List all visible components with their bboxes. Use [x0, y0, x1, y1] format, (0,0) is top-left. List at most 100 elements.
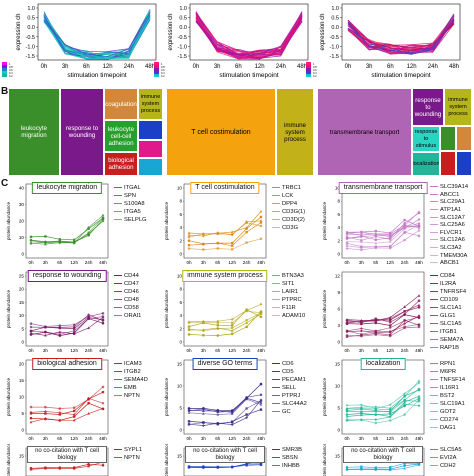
expression-line — [43, 13, 151, 60]
legend-entry: CD109 — [430, 296, 466, 304]
colorbar: 10.80.60.40.2 — [306, 62, 317, 78]
legend-label: PTPRC — [282, 297, 302, 303]
treemap-1: leukocyte migration response to wounding… — [8, 88, 163, 176]
colorbar-label: 0.4 — [313, 71, 317, 75]
expression-line — [43, 9, 151, 57]
series-line — [346, 222, 420, 236]
legend-marker-icon — [272, 274, 280, 276]
legend-entry: CD3G — [272, 224, 305, 232]
legend-marker-icon — [430, 464, 438, 466]
y-axis-label: protein abundance — [164, 290, 169, 329]
legend-label: PTPRJ — [282, 393, 301, 399]
x-tick-label: 6h — [57, 348, 63, 353]
series-line — [188, 400, 262, 425]
expression-line — [43, 13, 151, 60]
series-line — [346, 230, 420, 251]
legend-entry: SLC25A6 — [430, 222, 468, 230]
y-tick-label: 12 — [335, 274, 341, 279]
y-tick-label: 10 — [19, 235, 25, 240]
y-tick-label: 15 — [19, 454, 25, 459]
x-tick-label: 6h — [235, 64, 242, 70]
treemap-cell: transmembrane transport — [317, 88, 412, 176]
y-tick-label: 15 — [19, 300, 25, 305]
y-axis-label: protein abundance — [322, 444, 327, 476]
y-tick-label: 0.5 — [179, 16, 187, 22]
x-tick-label: 6h — [215, 436, 221, 441]
y-tick-label: 15 — [335, 362, 341, 367]
y-tick-label: 10 — [19, 395, 25, 400]
x-tick-label: 3h — [359, 348, 365, 353]
y-tick-label: 1.0 — [179, 6, 187, 12]
colorbar-label: 0.4 — [161, 71, 165, 75]
y-tick-label: 40 — [19, 186, 25, 191]
legend-marker-icon — [272, 402, 280, 404]
y-tick-label: 3 — [337, 323, 340, 328]
legend-marker-icon — [114, 202, 122, 204]
series-line — [346, 399, 420, 424]
legend-marker-icon — [430, 362, 438, 364]
series-line — [188, 216, 262, 245]
series-line — [188, 238, 262, 250]
x-tick-label: 12h — [386, 260, 394, 265]
x-tick-label: 48h — [415, 260, 423, 265]
x-tick-label: 48h — [99, 348, 107, 353]
series-line — [30, 461, 104, 470]
y-axis-label: protein abundance — [322, 378, 327, 417]
legend-marker-icon — [430, 386, 438, 388]
x-tick-label: 12h — [70, 260, 78, 265]
series-line — [346, 314, 420, 326]
legend-marker-icon — [272, 194, 280, 196]
y-tick-label: 4 — [179, 225, 182, 230]
series-line — [346, 319, 420, 338]
legend-marker-icon — [114, 194, 122, 196]
colorbar-label: 0.2 — [9, 74, 13, 78]
y-axis-label: protein abundance — [322, 290, 327, 329]
legend-label: DPP4 — [282, 201, 298, 207]
legend-entry: GC — [272, 408, 307, 416]
legend-entry: IL2RA — [430, 280, 466, 288]
x-tick-label: 3h — [359, 436, 365, 441]
legend-marker-icon — [430, 274, 438, 276]
colorbar-label: 0.4 — [9, 71, 13, 75]
colorbar-label: 0.6 — [9, 68, 13, 72]
legend-marker-icon — [272, 202, 280, 204]
x-tick-label: 48h — [99, 436, 107, 441]
x-tick-label: 48h — [99, 260, 107, 265]
x-tick-label: 6h — [215, 348, 221, 353]
y-tick-label: 6 — [179, 300, 182, 305]
protein-panel-title: no co-citation with T cell biology — [343, 446, 423, 463]
x-tick-label: 48h — [415, 348, 423, 353]
legend-marker-icon — [114, 386, 122, 388]
x-tick-label: 3h — [43, 348, 49, 353]
legend-label: ATP1A1 — [440, 206, 462, 213]
series-line — [188, 222, 262, 247]
x-tick-label: 3h — [43, 436, 49, 441]
y-tick-label: 0.5 — [331, 16, 339, 22]
series-line — [346, 380, 420, 409]
y-tick-label: -1.5 — [178, 54, 187, 60]
expression-line — [43, 12, 151, 60]
x-tick-label: 12h — [386, 436, 394, 441]
legend-label: SELPLG — [124, 217, 147, 223]
legend-label: SEMA7A — [440, 337, 464, 343]
legend-entry: RPN1 — [430, 360, 465, 368]
legend-marker-icon — [430, 448, 438, 450]
legend-marker-icon — [430, 394, 438, 396]
series-line — [31, 386, 104, 409]
y-axis-label: protein abundance — [6, 290, 11, 329]
y-axis-label: protein abundance — [6, 202, 11, 241]
series-line — [30, 397, 104, 415]
legend-entry: GLG1 — [430, 312, 466, 320]
legend-entry: ITGAL — [114, 184, 147, 192]
legend-label: ICAM3 — [124, 361, 142, 367]
panel-a: 1.0 0.5 0.0 -0.5 -1.0 -1.5 0h 3h 6h 12h 24h 48h stim… — [0, 0, 474, 86]
series-line — [346, 225, 420, 241]
legend-marker-icon — [430, 262, 438, 264]
legend-label: SLC12A6 — [440, 237, 465, 244]
protein-panel: protein abundance 20 15 10 5 0 0h 3h 6h 12h 24h 48h… — [2, 356, 158, 444]
legend-label: SIT1 — [282, 281, 295, 287]
y-tick-label: 1.0 — [331, 6, 339, 12]
legend-label: LCK — [282, 193, 294, 199]
legend-marker-icon — [272, 410, 280, 412]
expression-line — [43, 14, 151, 60]
